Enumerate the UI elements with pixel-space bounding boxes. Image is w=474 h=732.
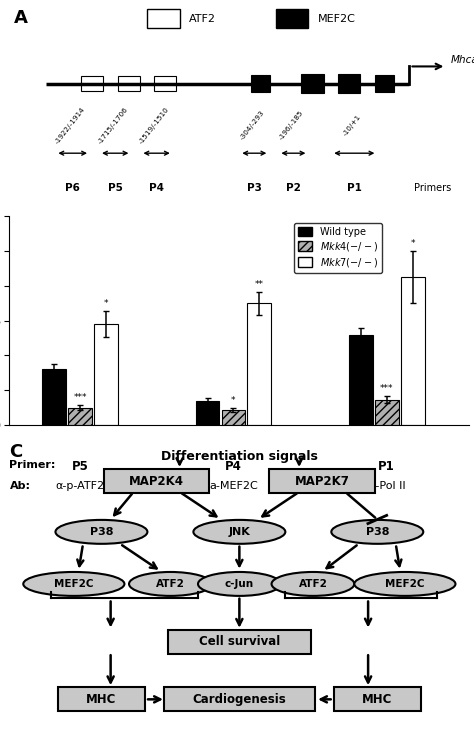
Text: A: A <box>14 10 28 27</box>
Text: P5: P5 <box>108 184 123 193</box>
Bar <box>276 10 309 29</box>
Text: P2: P2 <box>286 184 301 193</box>
Text: MEF2C: MEF2C <box>318 14 356 23</box>
Text: -196/-185: -196/-185 <box>278 110 304 141</box>
Text: -1519/-1510: -1519/-1510 <box>138 106 170 145</box>
Text: Ab:: Ab: <box>9 481 30 490</box>
Text: ***: *** <box>380 384 393 393</box>
Bar <box>42 370 66 425</box>
FancyBboxPatch shape <box>334 687 421 712</box>
Ellipse shape <box>272 572 354 596</box>
Text: C: C <box>9 443 23 461</box>
Text: α-Pol II: α-Pol II <box>368 481 406 490</box>
Text: P4: P4 <box>149 184 164 193</box>
Text: Cardiogenesis: Cardiogenesis <box>192 693 286 706</box>
Text: P5: P5 <box>72 460 89 473</box>
Bar <box>94 324 118 425</box>
Text: MAP2K4: MAP2K4 <box>129 474 184 488</box>
Bar <box>118 76 140 91</box>
Ellipse shape <box>193 520 285 544</box>
Text: P4: P4 <box>225 460 242 473</box>
Ellipse shape <box>354 572 456 596</box>
Bar <box>301 74 324 93</box>
Bar <box>221 410 246 425</box>
Bar <box>247 303 271 425</box>
FancyBboxPatch shape <box>269 469 375 493</box>
Text: P1: P1 <box>347 184 362 193</box>
Bar <box>196 400 219 425</box>
Text: Differentiation signals: Differentiation signals <box>161 450 318 463</box>
Text: -304/-293: -304/-293 <box>238 110 265 141</box>
Text: MEF2C: MEF2C <box>54 579 93 589</box>
FancyBboxPatch shape <box>168 630 310 654</box>
Bar <box>155 76 176 91</box>
Text: MHC: MHC <box>362 693 392 706</box>
Legend: Wild type, $Mkk4(-/-)$, $Mkk7(-/-)$: Wild type, $Mkk4(-/-)$, $Mkk7(-/-)$ <box>294 223 382 273</box>
FancyBboxPatch shape <box>104 469 210 493</box>
Ellipse shape <box>331 520 423 544</box>
Text: a-MEF2C: a-MEF2C <box>209 481 258 490</box>
Ellipse shape <box>23 572 124 596</box>
Text: α-p-ATF2: α-p-ATF2 <box>55 481 105 490</box>
Text: MHC: MHC <box>86 693 117 706</box>
Text: c-Jun: c-Jun <box>225 579 254 589</box>
Text: MEF2C: MEF2C <box>385 579 425 589</box>
Bar <box>251 75 270 92</box>
Ellipse shape <box>198 572 281 596</box>
Bar <box>375 75 394 92</box>
Text: P3: P3 <box>247 184 262 193</box>
Bar <box>375 400 399 425</box>
Text: P1: P1 <box>378 460 395 473</box>
Bar <box>401 277 425 425</box>
Bar <box>147 10 180 29</box>
Text: P6: P6 <box>65 184 80 193</box>
Bar <box>68 408 92 425</box>
Text: Cell survival: Cell survival <box>199 635 280 648</box>
Text: Primer:: Primer: <box>9 460 56 470</box>
Text: Mhca: Mhca <box>451 54 474 64</box>
Text: ATF2: ATF2 <box>156 579 185 589</box>
Text: ATF2: ATF2 <box>189 14 216 23</box>
Text: **: ** <box>255 280 264 288</box>
Ellipse shape <box>55 520 147 544</box>
Ellipse shape <box>129 572 212 596</box>
Text: *: * <box>410 239 415 248</box>
Text: Primers: Primers <box>414 184 451 193</box>
Text: -1715/-1706: -1715/-1706 <box>97 106 129 145</box>
FancyBboxPatch shape <box>58 687 145 712</box>
Text: JNK: JNK <box>228 527 250 537</box>
Text: -1922/-1914: -1922/-1914 <box>54 106 86 145</box>
Bar <box>349 335 373 425</box>
Text: P38: P38 <box>365 527 389 537</box>
Text: ***: *** <box>73 393 87 402</box>
Text: MAP2K7: MAP2K7 <box>295 474 349 488</box>
FancyBboxPatch shape <box>164 687 315 712</box>
Bar <box>338 74 360 93</box>
Text: P38: P38 <box>90 527 113 537</box>
Text: *: * <box>231 396 236 406</box>
Bar <box>81 76 103 91</box>
Text: -10/+1: -10/+1 <box>342 114 362 138</box>
Text: *: * <box>104 299 109 308</box>
Text: ATF2: ATF2 <box>299 579 328 589</box>
